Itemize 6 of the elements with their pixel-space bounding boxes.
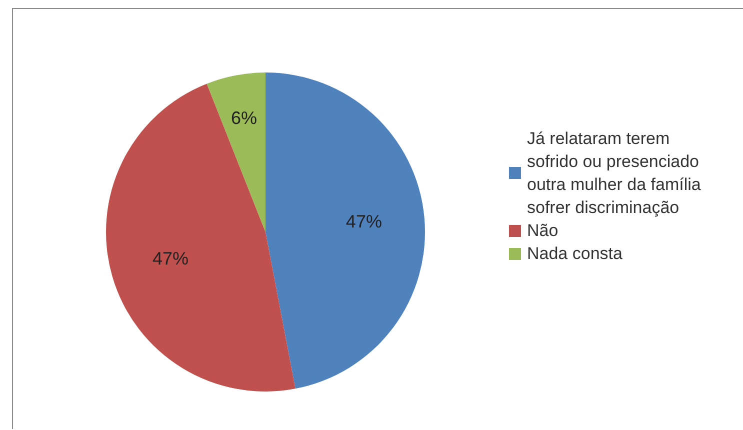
data-label: 47% xyxy=(152,248,189,269)
legend-label: Não xyxy=(527,220,558,242)
legend-label: Nada consta xyxy=(527,243,622,265)
data-label: 47% xyxy=(346,212,382,232)
legend-label: Já relataram terem sofrido ou presenciado outra mulher da família sofrer discriminação xyxy=(527,128,702,219)
data-label: 6% xyxy=(230,108,257,128)
